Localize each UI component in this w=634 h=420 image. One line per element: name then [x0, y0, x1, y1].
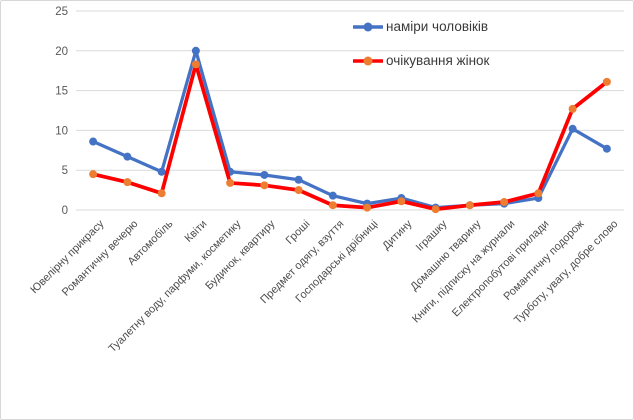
- series-women-expectations-marker: [294, 186, 303, 195]
- series-women-expectations-marker: [465, 201, 474, 210]
- series-men-intentions-marker: [89, 137, 98, 146]
- legend-swatch-women-icon: [353, 56, 383, 66]
- series-men-intentions-marker: [568, 124, 577, 133]
- series-women-expectations-marker: [397, 197, 406, 206]
- series-women-expectations-marker: [363, 203, 372, 212]
- series-men-intentions-marker: [123, 152, 132, 161]
- y-axis-tick-label: 25: [55, 6, 68, 18]
- series-women-expectations-marker: [123, 178, 132, 187]
- legend-label-men-intentions: наміри чоловіків: [386, 19, 489, 34]
- series-women-expectations-marker: [500, 198, 509, 207]
- series-men-intentions-marker: [294, 175, 303, 184]
- series-men-intentions-marker: [260, 170, 269, 179]
- series-women-expectations-marker: [534, 189, 543, 198]
- series-men-intentions-marker: [602, 144, 611, 153]
- legend-item-men-intentions: наміри чоловіків: [353, 15, 489, 39]
- legend: наміри чоловіків очікування жінок: [353, 15, 489, 73]
- series-men-intentions-marker: [328, 191, 337, 200]
- series-men-intentions-marker: [157, 167, 166, 176]
- series-women-expectations-marker: [191, 60, 200, 69]
- series-women-expectations-marker: [568, 104, 577, 113]
- series-men-intentions-marker: [191, 46, 200, 55]
- legend-swatch-men-icon: [353, 22, 383, 32]
- y-axis-tick-label: 20: [55, 46, 68, 58]
- series-women-expectations-marker: [260, 181, 269, 190]
- series-women-expectations-line: [91, 62, 609, 212]
- series-women-expectations-marker: [431, 205, 440, 214]
- y-axis-tick-label: 0: [62, 205, 68, 217]
- y-axis-tick-label: 15: [55, 86, 68, 98]
- series-women-expectations-marker: [602, 77, 611, 86]
- series-women-expectations-marker: [157, 189, 166, 198]
- y-axis-tick-label: 5: [62, 165, 68, 177]
- legend-item-women-expectations: очікування жінок: [353, 49, 489, 73]
- series-men-intentions-line: [91, 49, 609, 210]
- series-women-expectations-marker: [89, 170, 98, 179]
- series-women-expectations-marker: [328, 201, 337, 210]
- series-women-expectations-marker: [226, 178, 235, 187]
- legend-label-women-expectations: очікування жінок: [386, 53, 490, 68]
- y-axis-tick-label: 10: [55, 125, 68, 137]
